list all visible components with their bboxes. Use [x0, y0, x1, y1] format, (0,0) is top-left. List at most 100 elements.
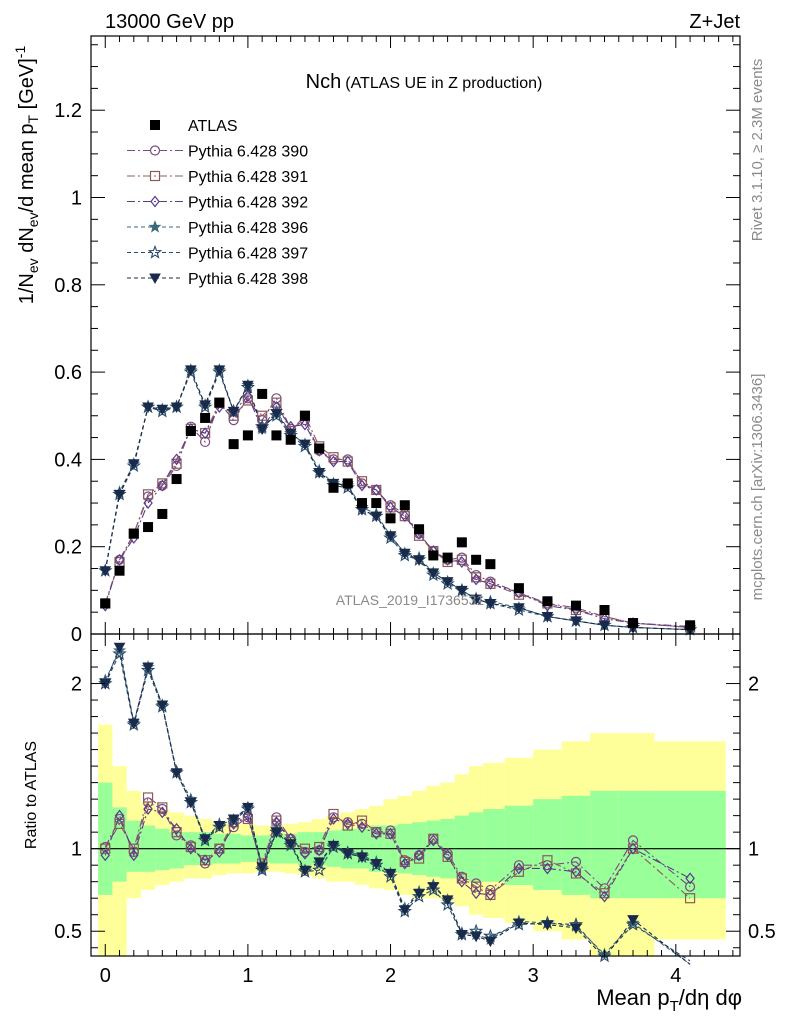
y-tick-label: 1 — [71, 188, 82, 210]
green-band-bin — [483, 809, 505, 882]
atlas-data-point — [385, 513, 396, 524]
series-point-ratio — [471, 881, 482, 892]
series-point-ratio — [113, 642, 126, 654]
green-band-bin — [504, 805, 534, 885]
series-point-top — [157, 478, 168, 489]
series-point-top — [598, 620, 611, 632]
series-line-top — [104, 395, 691, 628]
series-point-ratio — [270, 827, 283, 839]
series-point-ratio — [398, 905, 411, 916]
series-point-ratio — [156, 700, 169, 712]
atlas-data-point — [599, 604, 610, 615]
series-point-ratio — [200, 854, 210, 867]
series-point-top — [427, 568, 440, 579]
green-band-bin — [169, 832, 184, 869]
atlas-data-point — [100, 598, 111, 609]
y-tick-label: 0 — [71, 624, 82, 646]
atlas-data-point — [371, 498, 382, 509]
series-point-ratio — [112, 646, 127, 660]
series-point-ratio — [625, 916, 641, 931]
atlas-data-point — [271, 430, 282, 441]
series-point-top — [213, 365, 226, 376]
y-tick-label: 1.2 — [54, 100, 82, 122]
series-point-ratio — [413, 853, 425, 864]
series-point-ratio — [413, 888, 425, 900]
series-point-ratio — [299, 865, 311, 877]
series-point-top — [470, 594, 482, 606]
series-point-ratio — [186, 842, 196, 855]
rivet-label: Rivet 3.1.10, ≥ 2.3M events — [749, 59, 766, 242]
series-point-ratio — [399, 856, 410, 867]
series-point-ratio — [414, 849, 424, 862]
series-point-ratio — [513, 866, 525, 877]
series-point-ratio — [157, 802, 168, 813]
series-point-top — [456, 554, 467, 565]
series-line-top — [104, 368, 691, 631]
series-point-ratio — [541, 920, 554, 931]
series-point-top — [114, 553, 125, 566]
series-line-ratio — [104, 652, 691, 962]
series-point-ratio — [242, 813, 254, 825]
series-point-top — [441, 577, 454, 588]
atlas-data-point — [257, 388, 268, 399]
header-right: Z+Jet — [689, 11, 740, 33]
series-point-top — [357, 479, 367, 492]
atlas-data-point — [456, 537, 467, 548]
series-point-ratio — [328, 812, 339, 825]
series-point-ratio — [342, 820, 353, 831]
series-point-ratio — [128, 843, 139, 854]
atlas-data-point — [399, 500, 410, 511]
green-band-bin — [454, 815, 469, 879]
series-point-ratio — [114, 809, 125, 822]
series-point-ratio — [170, 768, 183, 779]
series-point-top — [328, 455, 339, 468]
series-point-top — [227, 406, 240, 418]
y-tick-label: 0.6 — [54, 362, 82, 384]
green-band-bin — [590, 790, 619, 899]
series-point-top — [113, 489, 126, 501]
series-point-ratio — [299, 843, 311, 854]
atlas-data-point — [328, 482, 339, 493]
series-point-top — [370, 511, 383, 523]
atlas-data-point — [342, 478, 353, 489]
series-point-ratio — [342, 817, 353, 830]
legend-marker — [149, 145, 161, 156]
legend-marker — [148, 220, 162, 233]
series-point-ratio — [199, 834, 211, 845]
series-line-ratio — [104, 648, 691, 965]
series-point-ratio — [328, 808, 339, 820]
header-left: 13000 GeV pp — [105, 11, 234, 33]
series-point-ratio — [327, 840, 340, 852]
atlas-data-point — [114, 565, 125, 576]
series-point-top — [184, 365, 197, 376]
green-band-bin — [98, 782, 113, 895]
series-point-ratio — [312, 862, 327, 877]
series-point-ratio — [142, 792, 154, 803]
series-line-top — [104, 370, 691, 631]
y-tick-label: 0.8 — [54, 275, 82, 297]
series-point-top — [242, 395, 254, 406]
series-line-ratio — [104, 808, 691, 898]
series-point-ratio — [300, 847, 310, 860]
legend-label: Pythia 6.428 397 — [188, 246, 308, 263]
atlas-data-point — [143, 522, 154, 533]
series-point-ratio — [157, 806, 168, 819]
series-point-top — [200, 427, 210, 440]
series-point-ratio — [185, 841, 196, 853]
atlas-data-point — [428, 550, 439, 561]
series-point-top — [157, 479, 168, 492]
x-tick-label: 3 — [528, 965, 539, 987]
series-point-top — [171, 453, 182, 466]
atlas-data-point — [628, 618, 639, 629]
legend-label: Pythia 6.428 390 — [188, 144, 308, 161]
ratio-tick-label: 1 — [71, 839, 82, 861]
legend-marker — [149, 170, 161, 182]
green-band-bin — [533, 799, 562, 890]
series-point-ratio — [627, 915, 639, 926]
legend-label: Pythia 6.428 396 — [188, 220, 308, 237]
series-point-top — [243, 390, 253, 403]
legend-marker — [150, 195, 160, 208]
series-point-ratio — [485, 888, 496, 901]
series-point-ratio — [314, 841, 325, 853]
legend-marker — [147, 244, 163, 259]
